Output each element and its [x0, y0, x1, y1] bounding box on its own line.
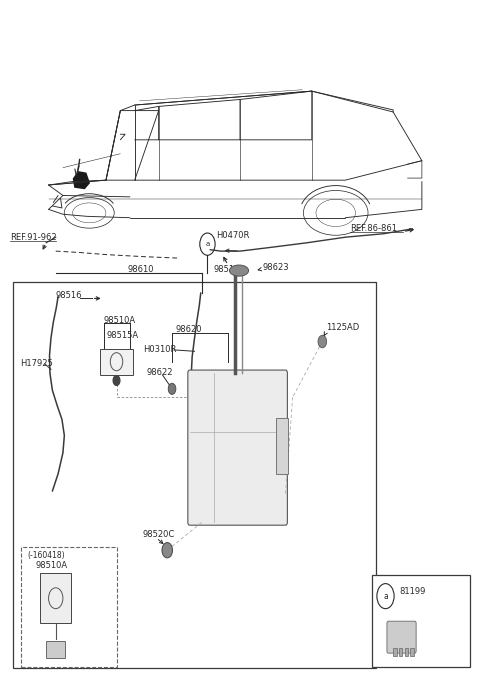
- Circle shape: [162, 542, 172, 558]
- Bar: [410, 648, 414, 656]
- Circle shape: [168, 383, 176, 395]
- Bar: [12, 282, 376, 668]
- Bar: [372, 575, 470, 667]
- Text: 1125AD: 1125AD: [326, 323, 360, 332]
- Circle shape: [113, 376, 120, 385]
- Text: 81199: 81199: [399, 588, 425, 597]
- Polygon shape: [73, 172, 89, 188]
- Text: 98622: 98622: [147, 368, 173, 377]
- Bar: [100, 348, 133, 375]
- Text: 98620: 98620: [175, 325, 202, 335]
- Text: H17925: H17925: [20, 359, 53, 368]
- Text: 98516: 98516: [214, 265, 240, 274]
- FancyBboxPatch shape: [387, 621, 416, 653]
- Bar: [393, 648, 396, 656]
- Text: 98623: 98623: [263, 263, 289, 273]
- Text: 98610: 98610: [128, 265, 154, 274]
- Bar: [399, 648, 402, 656]
- FancyBboxPatch shape: [188, 370, 288, 525]
- Bar: [40, 573, 71, 623]
- Text: a: a: [383, 592, 388, 601]
- Ellipse shape: [229, 265, 249, 276]
- Bar: [21, 547, 117, 667]
- Text: REF.86-861: REF.86-861: [350, 224, 397, 233]
- Text: H0310R: H0310R: [143, 346, 176, 354]
- Text: H0470R: H0470R: [216, 231, 250, 240]
- Text: 98510A: 98510A: [104, 316, 136, 325]
- Text: (-160418): (-160418): [27, 551, 65, 560]
- Text: 98510A: 98510A: [35, 561, 67, 570]
- Bar: [405, 648, 408, 656]
- Circle shape: [318, 335, 326, 348]
- Text: a: a: [205, 241, 210, 247]
- Text: 98515A: 98515A: [107, 331, 139, 339]
- Text: 98520C: 98520C: [143, 530, 175, 539]
- Text: 98516: 98516: [56, 291, 82, 300]
- Text: REF.91-962: REF.91-962: [10, 233, 57, 242]
- Bar: [276, 418, 288, 474]
- Bar: [46, 641, 65, 658]
